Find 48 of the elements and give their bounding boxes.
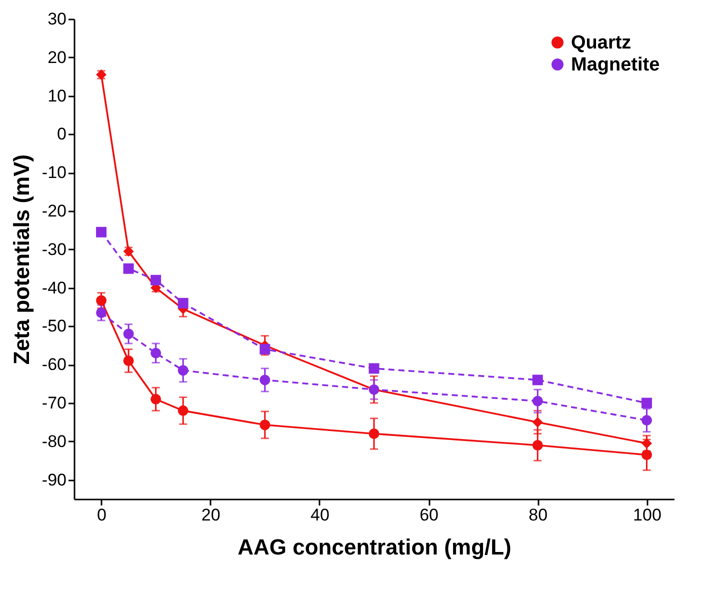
y-tick-label: -70	[42, 394, 66, 412]
x-tick-label: 100	[633, 506, 662, 524]
y-tick-label: -30	[42, 240, 66, 259]
point	[368, 363, 380, 374]
x-tick-label: 60	[420, 506, 439, 524]
point	[260, 374, 270, 386]
x-tick-label: 40	[310, 506, 330, 524]
point	[260, 344, 270, 354]
y-tick-label: 30	[48, 10, 66, 28]
point	[123, 356, 134, 366]
y-axis-title: Zeta potentials (mV)	[8, 154, 34, 365]
x-tick-label: 20	[201, 506, 220, 524]
point	[96, 226, 107, 238]
y-tick-label: -90	[42, 470, 66, 490]
point	[96, 295, 107, 306]
point	[150, 348, 162, 358]
x-tick-label: 80	[528, 506, 548, 524]
point	[150, 274, 162, 286]
x-tick-label: 0	[97, 506, 107, 524]
x-axis-title: AAG concentration (mg/L)	[238, 534, 512, 560]
point	[123, 328, 134, 340]
point	[96, 308, 107, 318]
y-tick-label: -80	[42, 432, 66, 451]
y-tick-label: -60	[42, 355, 66, 374]
point	[178, 405, 188, 416]
point	[178, 298, 188, 308]
point	[641, 438, 652, 449]
point	[532, 440, 543, 450]
point	[641, 415, 652, 426]
y-tick-label: -20	[42, 202, 66, 220]
legend-label: Magnetite	[571, 54, 660, 76]
point	[641, 450, 652, 460]
y-tick-label: -50	[42, 316, 66, 336]
point	[178, 365, 188, 376]
point	[260, 420, 270, 430]
y-tick-label: 20	[48, 48, 66, 67]
y-tick-label: -10	[42, 163, 66, 182]
point	[532, 396, 543, 406]
legend-label: Quartz	[571, 32, 632, 54]
point	[641, 398, 652, 408]
point	[532, 416, 543, 428]
y-tick-label: -40	[42, 278, 66, 298]
y-tick-label: 0	[57, 124, 66, 144]
point	[368, 428, 380, 439]
point	[123, 263, 134, 274]
point	[150, 394, 162, 404]
point	[532, 374, 543, 386]
y-tick-label: 10	[48, 86, 66, 106]
